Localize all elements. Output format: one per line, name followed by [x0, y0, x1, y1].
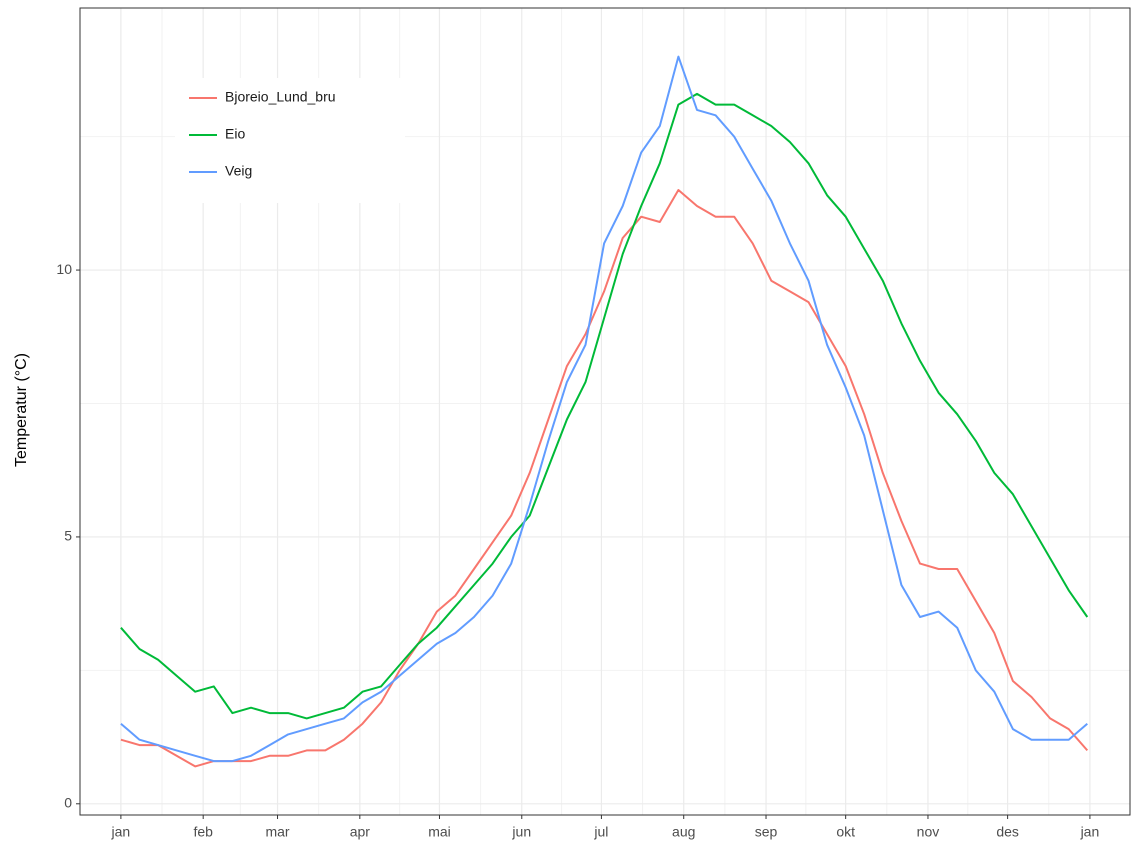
x-tick-label: jan [1080, 824, 1100, 840]
y-tick-label: 5 [64, 528, 72, 544]
x-tick-label: jan [111, 824, 131, 840]
legend: Bjoreio_Lund_bru Eio Veig [175, 78, 405, 203]
x-tick-label: jun [511, 824, 531, 840]
x-tick-label: aug [672, 824, 695, 840]
panel-border [79, 7, 1131, 816]
legend-label: Eio [225, 126, 245, 142]
y-tick-label: 10 [56, 261, 72, 277]
legend-label: Bjoreio_Lund_bru [225, 89, 336, 105]
x-tick-label: apr [350, 824, 371, 840]
x-tick-label: mar [265, 824, 289, 840]
x-tick-label: mai [428, 824, 451, 840]
x-tick-label: sep [755, 824, 778, 840]
line-series [120, 92, 1089, 720]
line-series [120, 189, 1089, 768]
x-tick-label: des [996, 824, 1019, 840]
x-tick-label: jul [593, 824, 608, 840]
x-tick-label: nov [917, 824, 940, 840]
legend-label: Veig [225, 163, 252, 179]
y-axis-label: Temperatur (°C) [13, 353, 30, 467]
line-series [120, 55, 1088, 763]
x-tick-label: okt [836, 824, 855, 840]
x-tick-label: feb [193, 824, 213, 840]
y-tick-label: 0 [64, 794, 72, 810]
